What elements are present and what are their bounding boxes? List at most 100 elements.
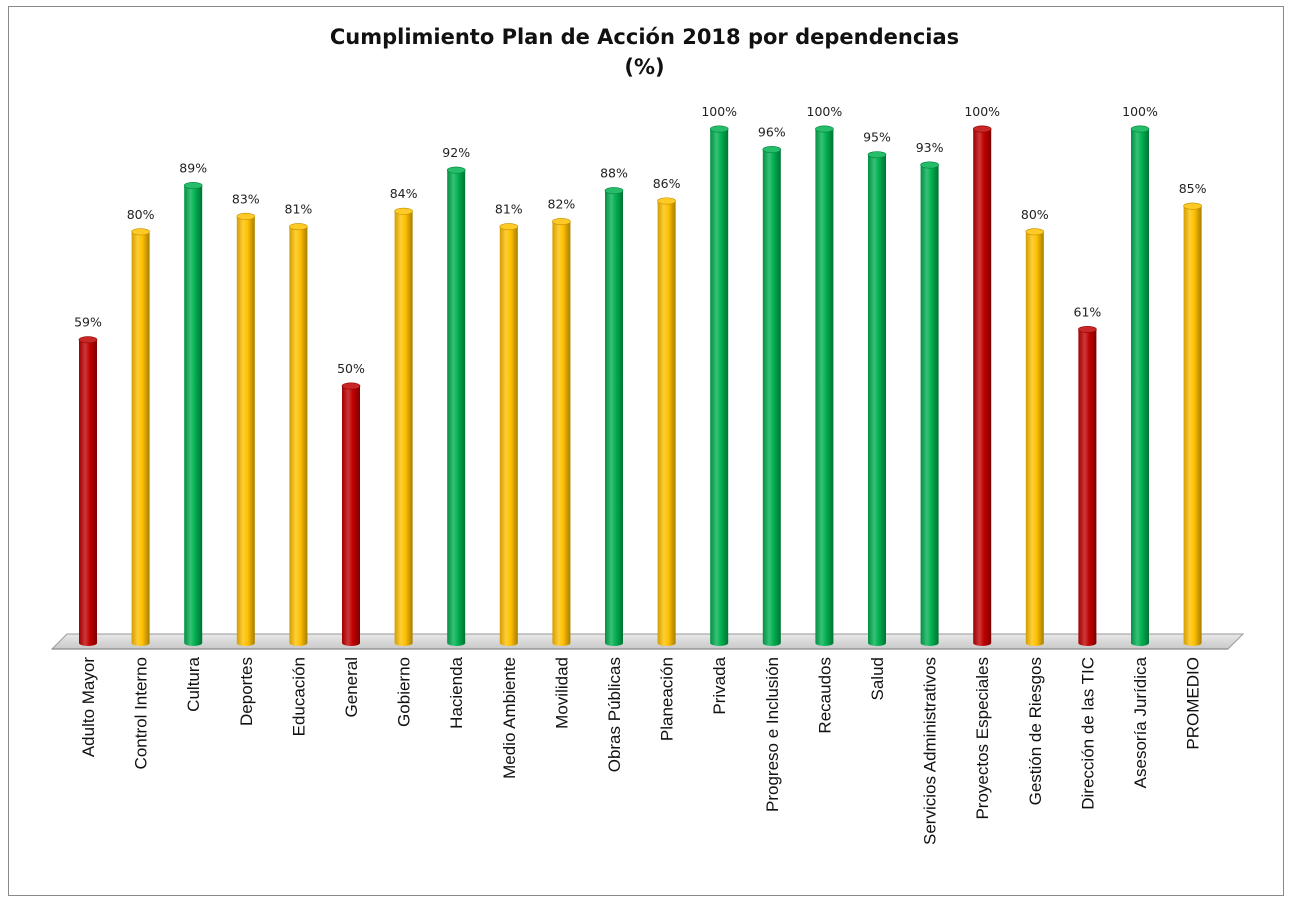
category-label: Servicios Administrativos (921, 657, 940, 845)
bar-top (1130, 125, 1150, 133)
chart-title-main: Cumplimiento Plan de Acción 2018 por dep… (329, 25, 960, 49)
bar-15 (815, 125, 834, 646)
value-label: 100% (1122, 104, 1158, 119)
category-label: Deportes (237, 657, 256, 726)
bar-top (972, 125, 992, 133)
value-label: 82% (548, 197, 576, 212)
category-label: Gestión de Riesgos (1026, 657, 1045, 805)
bar-19 (1025, 228, 1045, 647)
value-label: 59% (74, 315, 102, 330)
bar-body (289, 226, 308, 646)
bar-top (394, 207, 413, 215)
value-label: 61% (1074, 304, 1102, 319)
category-label: General (342, 657, 361, 717)
bar-body (657, 200, 676, 646)
chart-title: Cumplimiento Plan de Acción 2018 por dep… (0, 22, 1289, 82)
category-label: Proyectos Especiales (973, 657, 992, 820)
value-label: 86% (653, 176, 681, 191)
bar-16 (867, 151, 887, 646)
bar-body (762, 149, 781, 646)
bar-top (1183, 202, 1202, 210)
bar-body (79, 339, 97, 646)
category-label: Asesoría Jurídica (1131, 656, 1150, 788)
bar-top (131, 228, 150, 236)
bar-body (973, 129, 992, 646)
value-label: 80% (1021, 207, 1049, 222)
category-label: PROMEDIO (1184, 657, 1203, 750)
bar-5 (289, 223, 308, 646)
bar-body (1078, 329, 1097, 646)
bar-top (446, 166, 466, 174)
category-label: Dirección de las TIC (1078, 657, 1097, 810)
chart-frame (8, 6, 1284, 896)
bar-22 (1183, 202, 1202, 646)
category-label: Hacienda (447, 656, 466, 728)
bar-top (183, 182, 203, 190)
category-label: Movilidad (552, 657, 571, 729)
category-label: Gobierno (395, 657, 414, 727)
category-label: Planeación (658, 657, 677, 741)
value-label: 88% (600, 166, 628, 181)
value-label: 100% (701, 104, 737, 119)
bar-11 (604, 187, 624, 646)
bar-14 (762, 146, 782, 646)
bar-21 (1130, 125, 1150, 646)
bar-body (1025, 231, 1044, 647)
bar-body (184, 185, 203, 647)
bar-top (709, 125, 729, 133)
bar-top (236, 212, 256, 220)
value-label: 93% (916, 140, 944, 155)
category-label: Obras Públicas (605, 657, 624, 772)
value-labels-group: 59% 80% 89% 83% 81% 50% 84% 92% 81% 82% 88% 86% 100%… (74, 104, 1207, 376)
bar-3 (183, 182, 203, 647)
bar-12 (657, 197, 676, 646)
value-label: 85% (1179, 181, 1207, 196)
bar-2 (131, 228, 150, 647)
bar-body (131, 231, 150, 647)
bar-body (342, 386, 360, 646)
value-label: 96% (758, 125, 786, 140)
value-label: 83% (232, 191, 260, 206)
bar-top (815, 125, 834, 133)
bar-top (341, 382, 361, 390)
bar-18 (972, 125, 992, 646)
category-label: Educación (289, 657, 308, 736)
bar-17 (920, 161, 939, 647)
bar-top (657, 197, 676, 205)
value-label: 100% (964, 104, 1000, 119)
bar-top (1025, 228, 1045, 236)
value-label: 89% (179, 161, 207, 176)
category-labels-group: Adulto Mayor Control Interno Cultura Deport… (79, 656, 1203, 845)
category-label: Cultura (184, 656, 203, 711)
value-label: 100% (807, 104, 843, 119)
bar-body (236, 216, 255, 646)
bar-8 (446, 166, 466, 646)
bar-body (920, 164, 939, 647)
category-label: Salud (868, 657, 887, 700)
bar-body (1131, 129, 1149, 646)
bar-top (499, 223, 519, 231)
bar-9 (499, 223, 519, 646)
floor-plane (50, 633, 1245, 650)
bar-top (867, 151, 887, 159)
category-label: Progreso e Inclusión (763, 657, 782, 812)
category-label: Recaudos (815, 657, 834, 734)
bar-body (1183, 206, 1202, 646)
bar-body (552, 221, 571, 646)
bar-top (762, 146, 782, 154)
bar-body (815, 129, 834, 646)
chart-floor (50, 633, 1245, 650)
category-label: Control Interno (132, 657, 151, 769)
bar-top (920, 161, 939, 169)
bar-body (394, 211, 413, 647)
bar-body (710, 129, 729, 646)
value-label: 81% (285, 202, 313, 217)
bar-13 (709, 125, 729, 646)
value-label: 80% (127, 207, 155, 222)
chart-subtitle: (%) (624, 55, 665, 79)
bar-top (1078, 325, 1097, 333)
bar-6 (341, 382, 361, 646)
category-label: Adulto Mayor (79, 657, 98, 757)
bar-10 (552, 218, 571, 646)
